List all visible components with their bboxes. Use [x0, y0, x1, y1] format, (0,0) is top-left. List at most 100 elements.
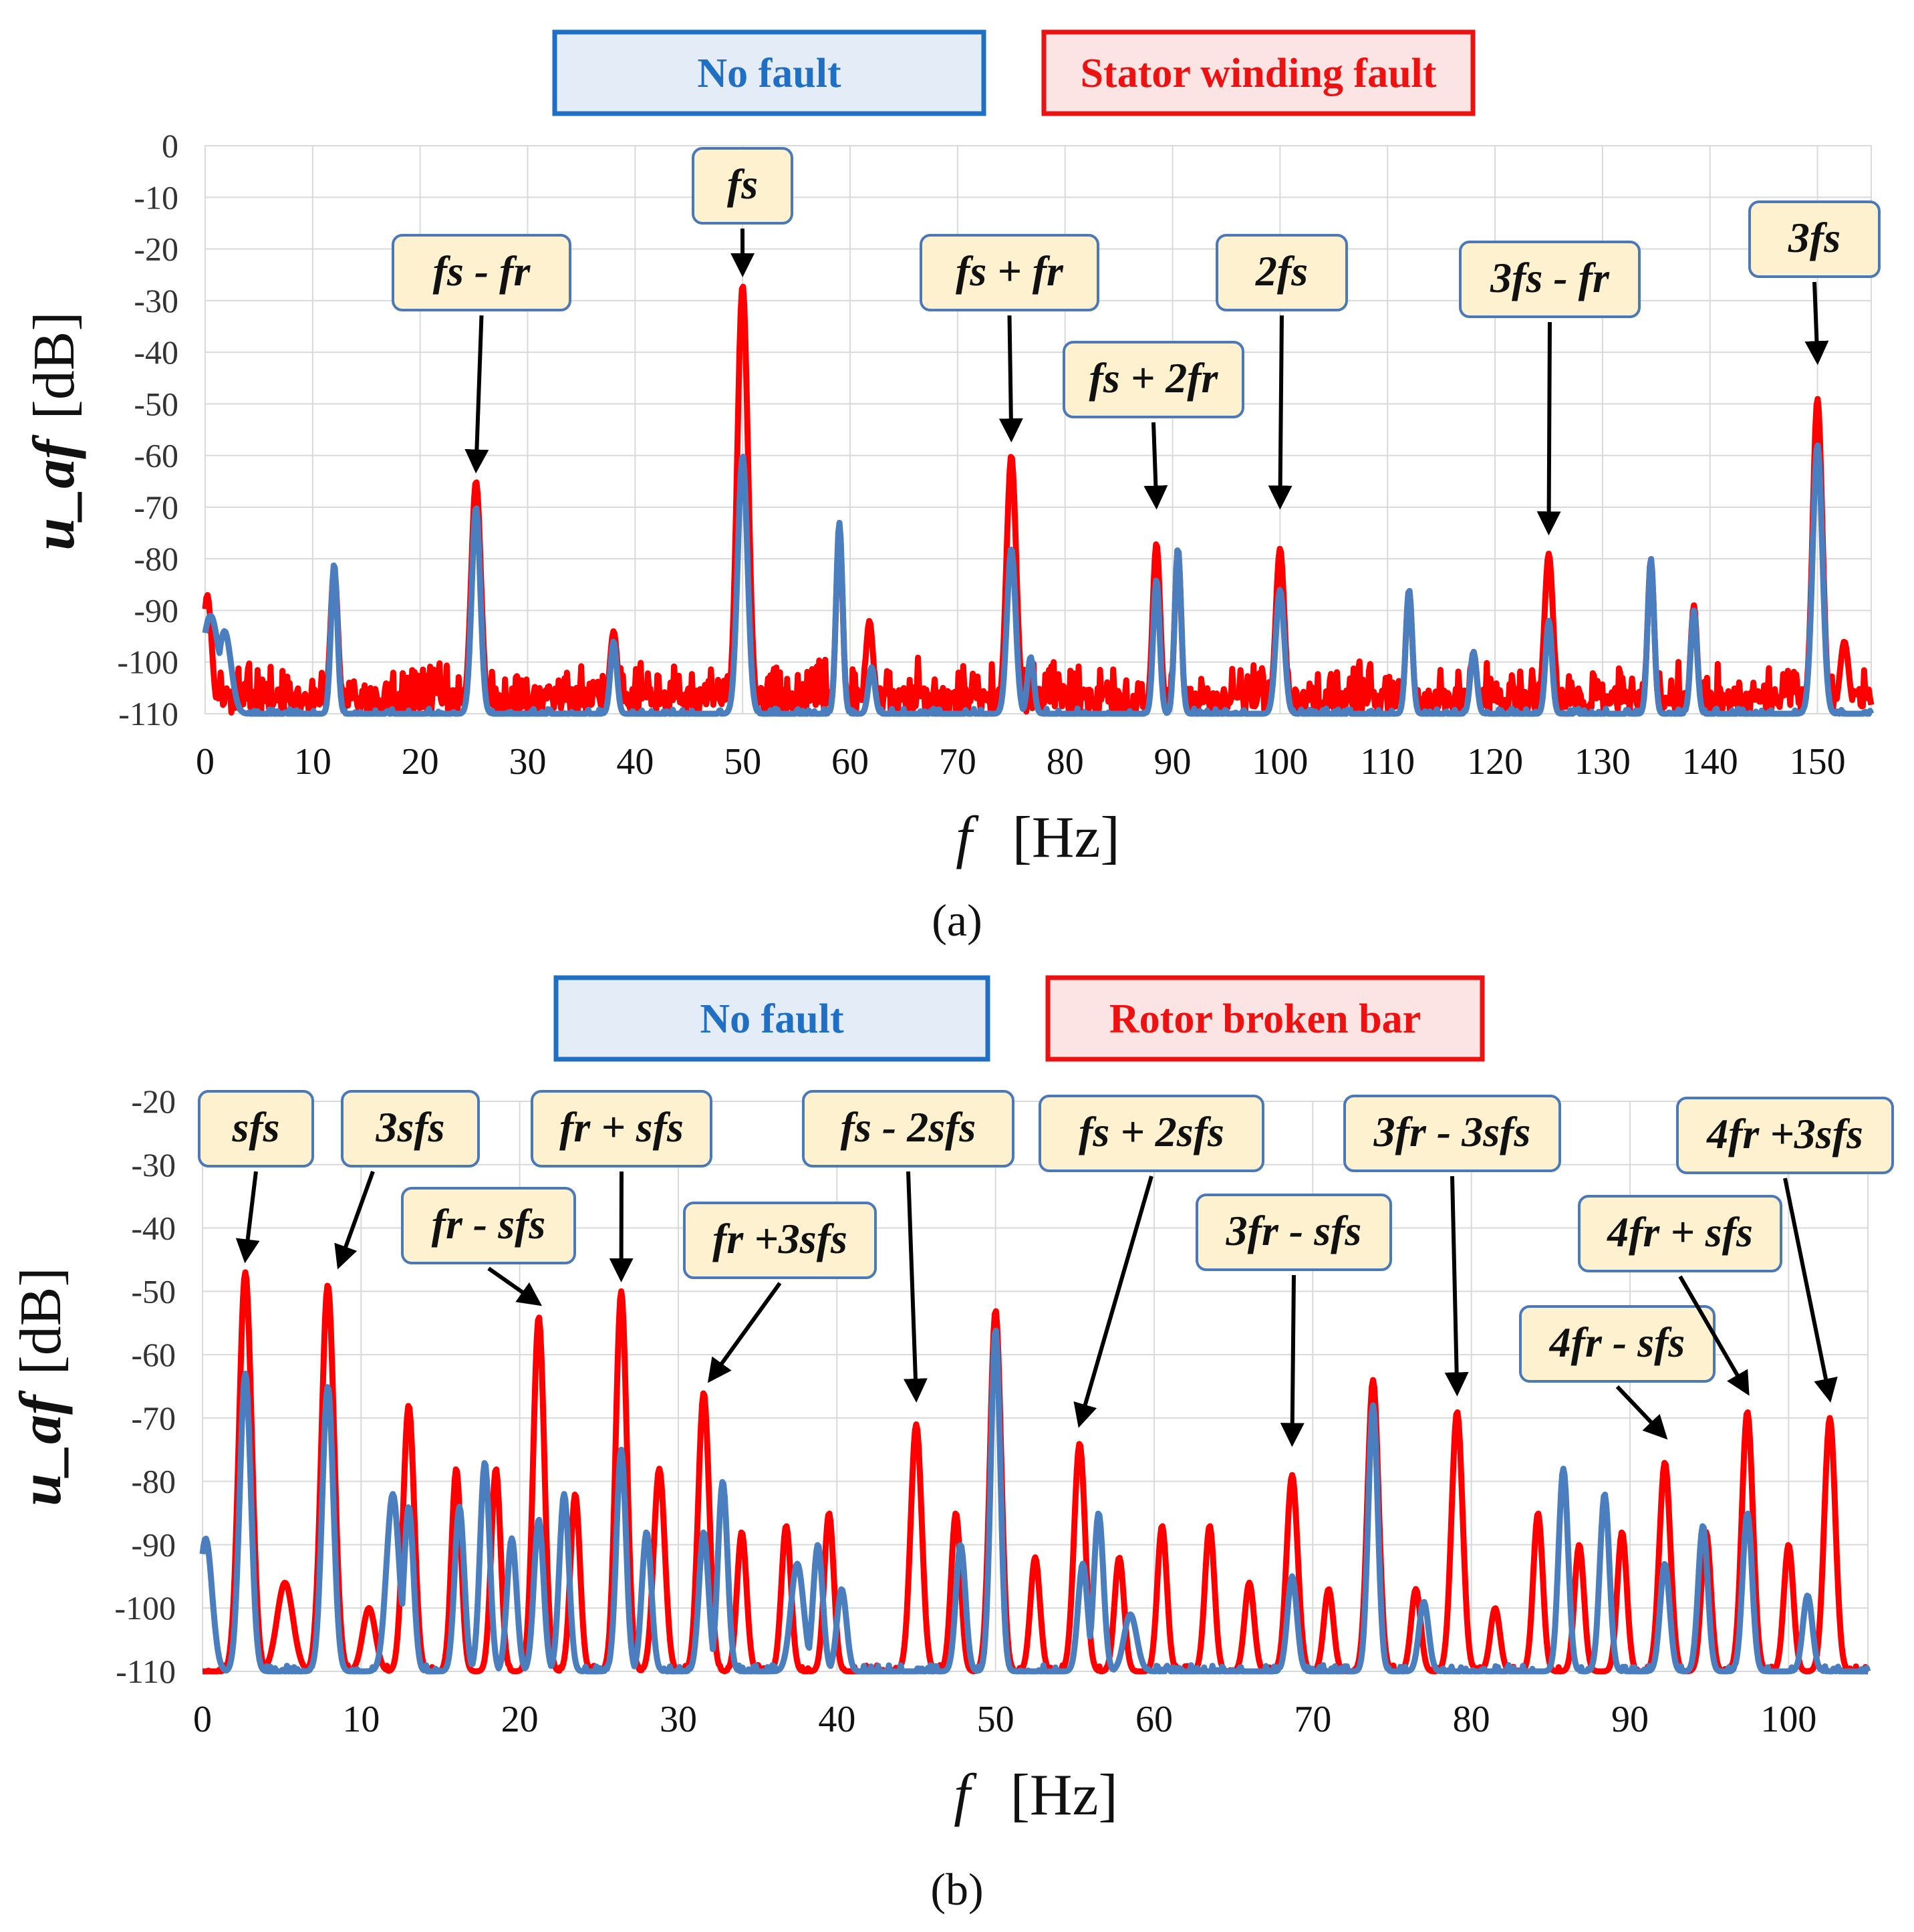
annotation-a-0: fs - fr	[392, 234, 571, 474]
legend-b-fault-box	[1045, 975, 1485, 1062]
x-tick-label: 60	[831, 741, 869, 783]
annotation-label: 2fs	[1255, 247, 1308, 295]
x-tick-label: 100	[1252, 741, 1308, 783]
y-ticks-a: 0 -10 -20 -30 -40 -50 -60 -70 -80 -90 -100 -110	[117, 127, 178, 732]
annotation-box	[1039, 1095, 1264, 1172]
annotation-box	[531, 1090, 712, 1167]
annotation-arrow	[998, 315, 1023, 443]
y-axis-title-a: u_af[dB]	[22, 311, 87, 551]
y-tick-label: -90	[131, 1526, 176, 1563]
annotation-box	[1196, 1194, 1392, 1271]
x-tick-label: 30	[660, 1699, 697, 1740]
annotation-b-10: 4fr + sfs	[1578, 1195, 1782, 1396]
legend-a: No fault Stator winding fault	[552, 29, 1476, 116]
y-tick-label: -110	[116, 1653, 176, 1690]
annotation-box	[1216, 234, 1348, 311]
legend-a-fault-label: Stator winding fault	[1081, 51, 1437, 96]
legend-b-fault-label: Rotor broken bar	[1109, 996, 1421, 1042]
y-tick-label: -100	[117, 644, 178, 681]
annotation-b-3: fr + sfs	[531, 1090, 712, 1282]
annotation-box	[401, 1187, 576, 1264]
y-ticks-b: -20 -30 -40 -50 -60 -70 -80 -90 -100 -110	[114, 1083, 176, 1690]
x-ticks-a: 0 10 20 30 40 50 60 70 80 90 100 110 120 130 140 150	[196, 741, 1846, 783]
x-tick-label: 40	[616, 741, 654, 783]
annotation-arrow	[707, 1282, 782, 1383]
y-tick-label: -60	[134, 437, 178, 474]
annotation-b-6: fs + 2sfs	[1039, 1095, 1264, 1428]
annotation-label: fr +3sfs	[712, 1215, 847, 1262]
annotation-label: 3fs	[1788, 214, 1840, 261]
y-tick-label: -40	[134, 333, 178, 371]
annotation-box	[1578, 1195, 1782, 1272]
x-tick-label: 20	[501, 1699, 539, 1740]
x-tick-label: 10	[342, 1699, 380, 1740]
annotation-label: 3sfs	[375, 1103, 444, 1151]
legend-a-nofault-label: No fault	[697, 51, 841, 96]
y-axis-title-b: u_af[dB]	[9, 1267, 74, 1506]
annotation-arrow	[1280, 1274, 1305, 1447]
annotation-box	[1519, 1305, 1716, 1383]
annotation-box	[1343, 1095, 1561, 1172]
y-tick-label: -30	[131, 1146, 176, 1184]
y-tick-label: -70	[134, 489, 178, 526]
annotation-label: sfs	[231, 1103, 279, 1151]
annotation-b-11: 4fr +3sfs	[1676, 1097, 1894, 1403]
annotation-label: 4fr - sfs	[1549, 1319, 1685, 1366]
x-tick-label: 70	[1294, 1699, 1331, 1740]
annotation-b-5: fs - 2sfs	[802, 1090, 1014, 1403]
x-tick-label: 100	[1760, 1699, 1816, 1740]
y-tick-label: -100	[114, 1589, 176, 1627]
annotation-a-6: 3fs	[1748, 200, 1881, 366]
y-tick-label: -40	[131, 1210, 176, 1247]
annotation-arrow	[1783, 1178, 1838, 1403]
annotation-box	[392, 234, 571, 311]
annotation-box	[1459, 241, 1641, 318]
y-tick-label: -30	[134, 282, 178, 319]
legend-b: No fault Rotor broken bar	[553, 975, 1485, 1062]
caption-b: (b)	[930, 1864, 983, 1915]
chart-panel-b: No fault Rotor broken bar -20 -30 -40 -50 -6…	[9, 975, 1894, 1915]
annotation-label: fs + 2sfs	[1079, 1108, 1224, 1155]
y-tick-label: -20	[134, 231, 178, 268]
annotation-arrow	[1804, 281, 1829, 366]
annotations-b: sfs 3sfs fr - sfs fr + sfs fr +3sfs fs - 2sfs…	[198, 1090, 1894, 1447]
x-tick-label: 130	[1575, 741, 1631, 783]
annotation-a-4: 2fs	[1216, 234, 1348, 510]
legend-b-nofault-box	[553, 975, 990, 1062]
annotation-arrow	[1678, 1275, 1750, 1396]
annotation-label: 4fr +3sfs	[1706, 1110, 1863, 1157]
grid-a	[204, 145, 1871, 714]
annotation-b-8: 3fr - 3sfs	[1343, 1095, 1561, 1397]
y-tick-label: -80	[131, 1463, 176, 1500]
plot-area-a	[204, 145, 1872, 714]
x-tick-label: 0	[196, 741, 215, 783]
y-tick-label: -110	[118, 695, 178, 732]
x-axis-title-a: f [Hz]	[956, 805, 1120, 870]
y-tick-label: -50	[131, 1272, 176, 1310]
x-tick-label: 10	[294, 741, 331, 783]
annotation-label: 3fr - sfs	[1226, 1207, 1362, 1254]
x-tick-label: 120	[1467, 741, 1523, 783]
annotation-a-5: 3fs - fr	[1459, 241, 1641, 536]
annotation-arrow	[487, 1266, 543, 1306]
annotation-arrow	[1444, 1176, 1469, 1397]
annotation-box	[683, 1202, 877, 1279]
x-tick-label: 150	[1790, 741, 1846, 783]
annotation-arrow	[1073, 1176, 1153, 1428]
annotation-box	[198, 1090, 314, 1167]
chart-panel-a: No fault Stator winding fault 0 -10 -20 -30…	[22, 29, 1881, 946]
annotation-box	[1676, 1097, 1894, 1174]
y-tick-label: -50	[134, 385, 178, 422]
x-tick-label: 40	[818, 1699, 855, 1740]
x-tick-label: 90	[1154, 741, 1192, 783]
annotation-arrow	[903, 1171, 928, 1403]
y-tick-label: -10	[134, 178, 178, 216]
annotation-label: fs - fr	[433, 247, 531, 295]
x-tick-label: 60	[1135, 1699, 1173, 1740]
annotation-a-1: fs	[692, 147, 793, 277]
annotation-arrow	[1143, 422, 1168, 510]
x-tick-label: 80	[1453, 1699, 1490, 1740]
annotation-box	[802, 1090, 1014, 1167]
caption-a: (a)	[932, 895, 982, 946]
annotation-label: fs - 2sfs	[841, 1103, 976, 1151]
